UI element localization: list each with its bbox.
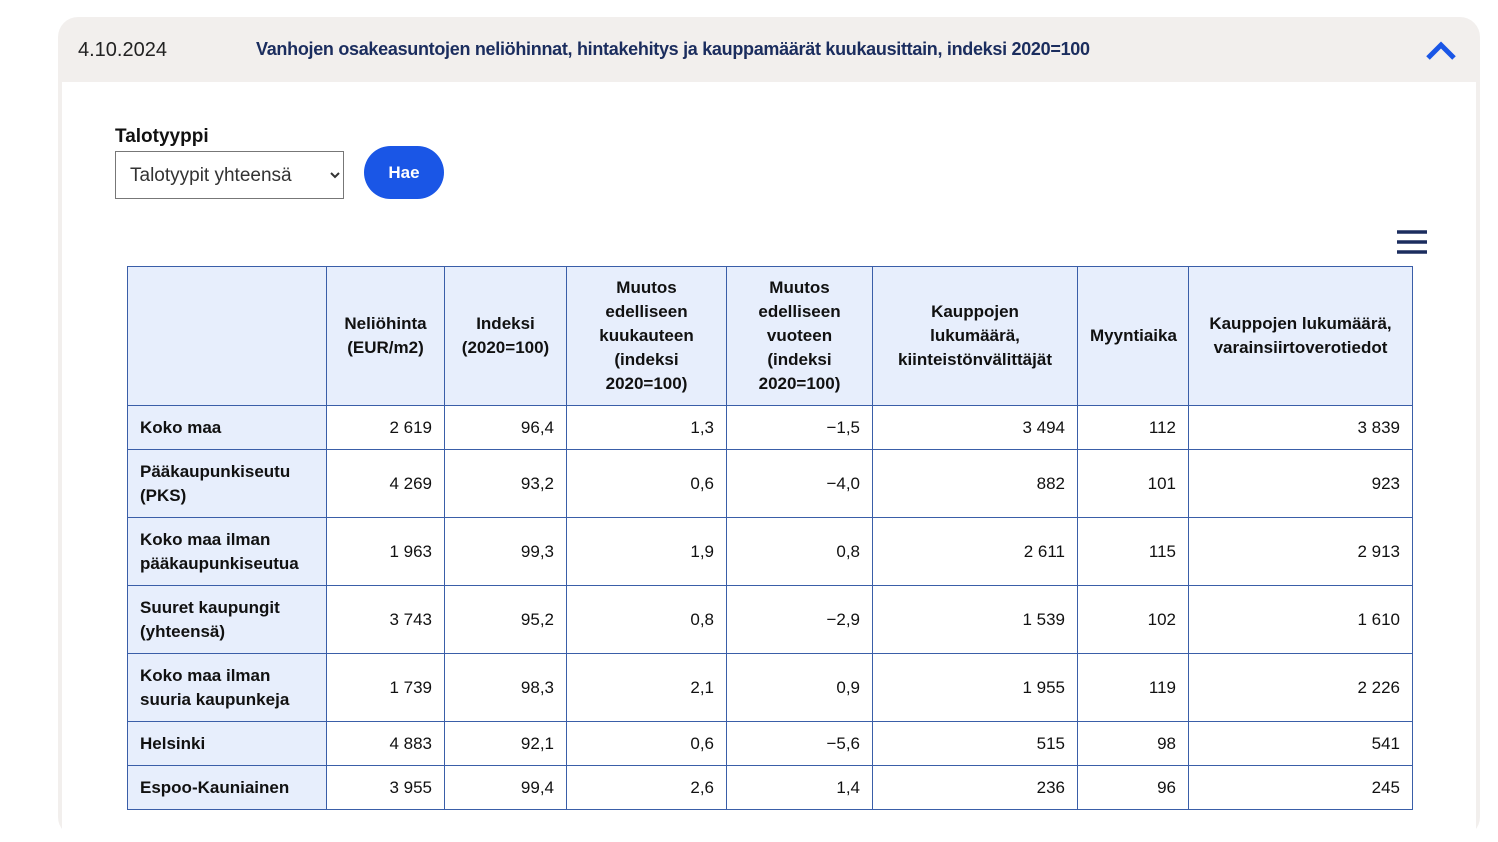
table-cell: 96: [1077, 765, 1189, 810]
table-cell: 2,1: [566, 653, 727, 722]
table-row: Koko maa 2 619 96,4 1,3 −1,5 3 494 112 3 839: [127, 405, 1413, 450]
table-cell: −2,9: [726, 585, 873, 654]
row-header: Suuret kaupungit (yhteensä): [127, 585, 327, 654]
table-cell: 115: [1077, 517, 1189, 586]
table-cell: 3 743: [326, 585, 445, 654]
table-cell: 2 913: [1188, 517, 1413, 586]
row-header: Pääkaupunkiseutu (PKS): [127, 449, 327, 518]
row-header: Koko maa: [127, 405, 327, 450]
header-cell: Indeksi (2020=100): [444, 266, 567, 406]
table-cell: 923: [1188, 449, 1413, 518]
header-row: Neliöhinta (EUR/m2) Indeksi (2020=100) Muu…: [127, 266, 1413, 406]
table-cell: 112: [1077, 405, 1189, 450]
table-cell: 3 955: [326, 765, 445, 810]
table-cell: 96,4: [444, 405, 567, 450]
accordion-header[interactable]: 4.10.2024 Vanhojen osakeasuntojen neliöh…: [58, 17, 1480, 82]
table-cell: 1,3: [566, 405, 727, 450]
table-cell: 102: [1077, 585, 1189, 654]
collapse-icon[interactable]: [1425, 39, 1457, 61]
row-header: Espoo-Kauniainen: [127, 765, 327, 810]
header-cell: Muutos edelliseen vuoteen (indeksi 2020=…: [726, 266, 873, 406]
table-cell: 2 611: [872, 517, 1078, 586]
table-cell: 1,4: [726, 765, 873, 810]
table-cell: 0,6: [566, 449, 727, 518]
table-cell: 0,8: [726, 517, 873, 586]
row-header: Helsinki: [127, 721, 327, 766]
table-cell: 92,1: [444, 721, 567, 766]
house-type-select[interactable]: Talotyypit yhteensä: [115, 151, 344, 199]
table-cell: 1,9: [566, 517, 727, 586]
row-header: Koko maa ilman pääkaupunkiseutua: [127, 517, 327, 586]
table-cell: 99,3: [444, 517, 567, 586]
page: Table {"header": {"date": "4.10.2024", "…: [58, 17, 1480, 837]
table-cell: 0,8: [566, 585, 727, 654]
accordion-card: 4.10.2024 Vanhojen osakeasuntojen neliöh…: [58, 17, 1480, 842]
select-label: Talotyyppi: [115, 126, 209, 147]
table-cell: −5,6: [726, 721, 873, 766]
table-cell: 0,6: [566, 721, 727, 766]
table-body: Koko maa 2 619 96,4 1,3 −1,5 3 494 112 3 839 Pää…: [127, 405, 1413, 810]
table-cell: 541: [1188, 721, 1413, 766]
table-cell: 2 619: [326, 405, 445, 450]
table-cell: 1 739: [326, 653, 445, 722]
search-button[interactable]: Hae: [364, 146, 444, 199]
header-cell: Kauppojen lukumäärä, kiinteistönvälittäj…: [872, 266, 1078, 406]
table-cell: 515: [872, 721, 1078, 766]
table-cell: 1 539: [872, 585, 1078, 654]
table-cell: 236: [872, 765, 1078, 810]
date: 4.10.2024: [78, 39, 167, 61]
header-cell: [127, 266, 327, 406]
row-header: Koko maa ilman suuria kaupunkeja: [127, 653, 327, 722]
table-cell: 3 839: [1188, 405, 1413, 450]
table-cell: −4,0: [726, 449, 873, 518]
header-cell: Myyntiaika: [1077, 266, 1189, 406]
table-row: Koko maa ilman pääkaupunkiseutua 1 963 99,…: [127, 517, 1413, 586]
content: Talotyyppi Talotyypit yhteensä Hae Neliö…: [62, 82, 1476, 842]
body: 4.10.2024 Vanhojen osakeasuntojen neliöh…: [58, 17, 1480, 837]
table-cell: 93,2: [444, 449, 567, 518]
table-cell: 2 226: [1188, 653, 1413, 722]
table-cell: 882: [872, 449, 1078, 518]
table-cell: 95,2: [444, 585, 567, 654]
table-cell: 1 963: [326, 517, 445, 586]
table-cell: 2,6: [566, 765, 727, 810]
table-cell: 4 269: [326, 449, 445, 518]
table-cell: 98: [1077, 721, 1189, 766]
table-row: Koko maa ilman suuria kaupunkeja 1 739 98,…: [127, 653, 1413, 722]
table-cell: 119: [1077, 653, 1189, 722]
table-cell: 3 494: [872, 405, 1078, 450]
menu-icon[interactable]: [1396, 230, 1428, 254]
table-cell: 1 610: [1188, 585, 1413, 654]
table-cell: −1,5: [726, 405, 873, 450]
header-cell: Neliöhinta (EUR/m2): [326, 266, 445, 406]
table-cell: 1 955: [872, 653, 1078, 722]
table-cell: 0,9: [726, 653, 873, 722]
table-cell: 98,3: [444, 653, 567, 722]
table-cell: 4 883: [326, 721, 445, 766]
table-row: Pääkaupunkiseutu (PKS) 4 269 93,2 0,6 −4,0 88…: [127, 449, 1413, 518]
table-cell: 99,4: [444, 765, 567, 810]
table-row: Espoo-Kauniainen 3 955 99,4 2,6 1,4 236 96 245: [127, 765, 1413, 810]
table-row: Suuret kaupungit (yhteensä) 3 743 95,2 0,8−…: [127, 585, 1413, 654]
table-row: Helsinki 4 883 92,1 0,6 −5,6 515 98 541: [127, 721, 1413, 766]
header-cell: Muutos edelliseen kuukauteen (indeksi 20…: [566, 266, 727, 406]
accordion-title[interactable]: Vanhojen osakeasuntojen neliöhinnat, hin…: [256, 39, 1090, 59]
table-cell: 101: [1077, 449, 1189, 518]
table-cell: 245: [1188, 765, 1413, 810]
data-table: Neliöhinta (EUR/m2) Indeksi (2020=100) Muu…: [127, 266, 1413, 810]
header-cell: Kauppojen lukumäärä, varainsiirtoverotie…: [1188, 266, 1413, 406]
